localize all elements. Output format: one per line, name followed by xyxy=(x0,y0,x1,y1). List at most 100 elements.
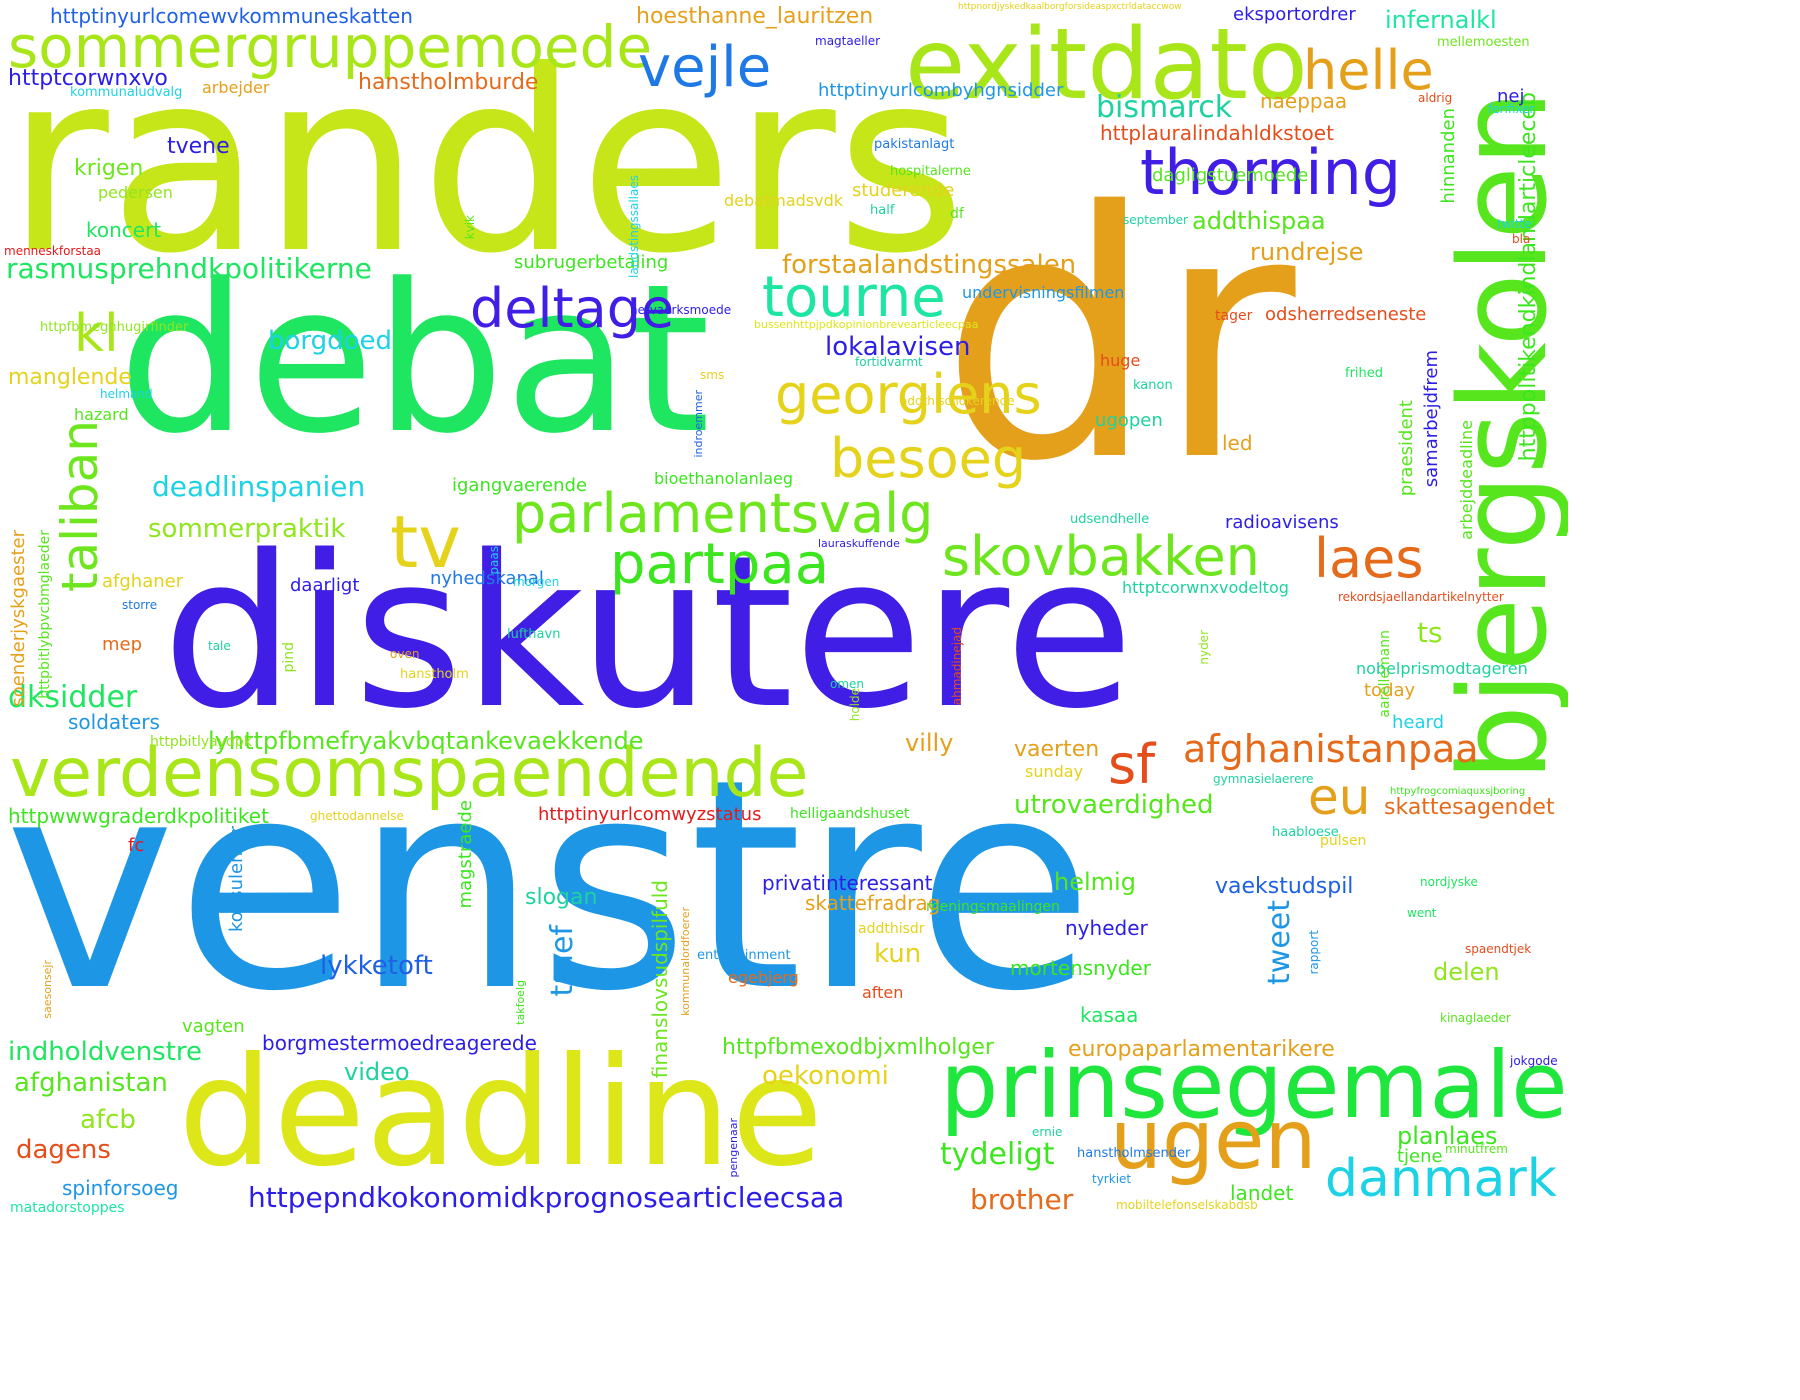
word-soenderjyskgaester: soenderjyskgaester xyxy=(8,530,29,707)
word-georgiens: georgiens xyxy=(775,363,1042,426)
word-today: today xyxy=(1364,680,1416,701)
word-vaekstudspil: vaekstudspil xyxy=(1215,874,1354,899)
word-privatinteressant: privatinteressant xyxy=(762,871,933,895)
word-skovbakken: skovbakken xyxy=(942,525,1260,588)
word-helmand: helmand xyxy=(100,387,153,401)
word-httptinyurlcomewvkommuneskatten: httptinyurlcomewvkommuneskatten xyxy=(50,4,413,28)
word-magstraede: magstraede xyxy=(455,800,476,909)
word-httpbitlyaydpk: httpbitlyaydpk xyxy=(150,734,252,750)
word-diskutere: diskutere xyxy=(162,510,1134,755)
word-httppolitikendkindlandarticleeceb: httppolitikendkindlandarticleeceb xyxy=(1516,92,1541,462)
word-manglende: manglende xyxy=(8,365,132,390)
word-koncert: koncert xyxy=(86,218,162,242)
word-httpyfrogcomiaquxsjboring: httpyfrogcomiaquxsjboring xyxy=(1390,786,1526,797)
word-addthischokerende: addthischokerende xyxy=(900,394,1015,408)
word-matadorstoppes: matadorstoppes xyxy=(10,1200,125,1216)
word-tvene: tvene xyxy=(167,134,230,159)
word-rasmusprehndkpolitikerne: rasmusprehndkpolitikerne xyxy=(6,252,372,285)
word-sommerpraktik: sommerpraktik xyxy=(148,514,346,544)
word-finanslovsudspilfuld: finanslovsudspilfuld xyxy=(648,880,672,1079)
word-httpfbmexodbjxmlholger: httpfbmexodbjxmlholger xyxy=(722,1035,994,1060)
word-ugopen: ugopen xyxy=(1095,410,1163,431)
word-borgmestermoedreagerede: borgmestermoedreagerede xyxy=(262,1031,537,1055)
word-afghanistanpaa: afghanistanpaa xyxy=(1183,727,1479,771)
word-saesonsejr: saesonsejr xyxy=(41,960,54,1019)
word-hinnanden: hinnanden xyxy=(1438,108,1459,204)
word-infernalkl: infernalkl xyxy=(1385,6,1497,34)
word-fortidvarmt: fortidvarmt xyxy=(855,355,923,369)
word-landet: landet xyxy=(1230,1181,1294,1205)
word-praesident: praesident xyxy=(1396,400,1417,497)
word-nordjyske: nordjyske xyxy=(1420,875,1478,889)
word-sf: sf xyxy=(1108,733,1156,796)
word-pedersen: pedersen xyxy=(98,183,173,202)
word-httpwwwgraderdkpolitiket: httpwwwgraderdkpolitiket xyxy=(8,804,269,828)
word-httptinyurlcombyhgnsidder: httptinyurlcombyhgnsidder xyxy=(818,80,1064,101)
word-holde: holde xyxy=(848,688,862,722)
word-pengenaar: pengenaar xyxy=(727,1118,740,1178)
word-rapport: rapport xyxy=(1307,930,1321,975)
word-heard: heard xyxy=(1392,712,1445,733)
word-undervisningsfilmen: undervisningsfilmen xyxy=(962,283,1125,302)
word-half: half xyxy=(870,203,895,218)
word-naeppaa: naeppaa xyxy=(1260,89,1348,113)
word-lauraskuffende: lauraskuffende xyxy=(818,537,900,550)
word-helle: helle xyxy=(1303,39,1434,102)
word-sommergruppemoede: sommergruppemoede xyxy=(8,13,653,81)
word-randers: randers xyxy=(6,17,966,308)
word-kommunalordfoerer: kommunalordfoerer xyxy=(679,907,692,1016)
word-dagens: dagens xyxy=(16,1135,111,1165)
word-danmark: danmark xyxy=(1325,1149,1557,1209)
word-lyhttpfbmefryakvbqtankevaekkende: lyhttpfbmefryakvbqtankevaekkende xyxy=(208,727,644,755)
word-twitte: twitte xyxy=(1497,217,1532,231)
word-verdensomspaendende: verdensomspaendende xyxy=(10,734,809,813)
word-laes: laes xyxy=(1314,527,1424,590)
word-addthisdr: addthisdr xyxy=(858,921,925,937)
word-afghaner: afghaner xyxy=(102,571,184,592)
word-mortensnyder: mortensnyder xyxy=(1010,956,1151,980)
word-omen: omen xyxy=(830,677,865,691)
word-arbejder: arbejder xyxy=(202,78,270,97)
word-entertainment: entertainment xyxy=(697,948,791,963)
word-aldrig: aldrig xyxy=(1418,91,1453,105)
word-dr: dr xyxy=(940,140,1296,536)
word-slogan: slogan xyxy=(525,885,598,910)
word-vaerten: vaerten xyxy=(1014,737,1100,762)
word-debat: debat xyxy=(118,241,711,479)
word-tourne: tourne xyxy=(762,265,946,330)
word-httplauralindahldkstoet: httplauralindahldkstoet xyxy=(1100,121,1334,145)
word-nobelprismodtageren: nobelprismodtageren xyxy=(1356,659,1528,678)
word-pulsen: pulsen xyxy=(1320,833,1367,849)
word-traef: traef xyxy=(545,925,580,997)
word-kvik: kvik xyxy=(463,215,477,240)
word-lokalavisen: lokalavisen xyxy=(825,332,971,362)
word-spinforsoeg: spinforsoeg xyxy=(62,1176,179,1200)
word-oekonomi: oekonomi xyxy=(762,1061,889,1091)
word-mobiltelefonselskabdsb: mobiltelefonselskabdsb xyxy=(1116,1198,1258,1212)
word-httptinyurlcomwyzstatus: httptinyurlcomwyzstatus xyxy=(538,804,762,825)
word-kanon: kanon xyxy=(1133,378,1173,393)
word-delen: delen xyxy=(1433,958,1500,986)
word-prinsegemalen: prinsegemalen xyxy=(940,1032,1568,1139)
word-afghanistan: afghanistan xyxy=(14,1068,168,1098)
word-httptcorwnxvo: httptcorwnxvo xyxy=(8,66,168,91)
word-ts: ts xyxy=(1417,616,1443,649)
word-soldaters: soldaters xyxy=(68,710,160,734)
word-odsherredseneste: odsherredseneste xyxy=(1265,304,1427,325)
word-indroemmer: indroemmer xyxy=(692,390,705,458)
word-rekordsjaellandartikelnytter: rekordsjaellandartikelnytter xyxy=(1338,590,1504,604)
word-bla: bla xyxy=(1512,232,1531,246)
word-samarbejdfrem: samarbejdfrem xyxy=(1421,350,1442,488)
word-nyheder: nyheder xyxy=(1065,916,1148,940)
word-villy: villy xyxy=(905,729,954,757)
word-gymnasielaerere: gymnasielaerere xyxy=(1213,772,1314,786)
word-september: september xyxy=(1123,213,1188,227)
word-frihed: frihed xyxy=(1345,366,1384,381)
word-indholdvenstre: indholdvenstre xyxy=(8,1037,203,1067)
word-planlaes: planlaes xyxy=(1397,1122,1498,1150)
word-europaparlamentarikere: europaparlamentarikere xyxy=(1068,1037,1335,1062)
word-meningsmaalingen: meningsmaalingen xyxy=(926,899,1060,915)
word-storre: storre xyxy=(122,598,158,612)
word-haabloese: haabloese xyxy=(1272,825,1339,840)
word-fc: fc xyxy=(128,835,145,856)
